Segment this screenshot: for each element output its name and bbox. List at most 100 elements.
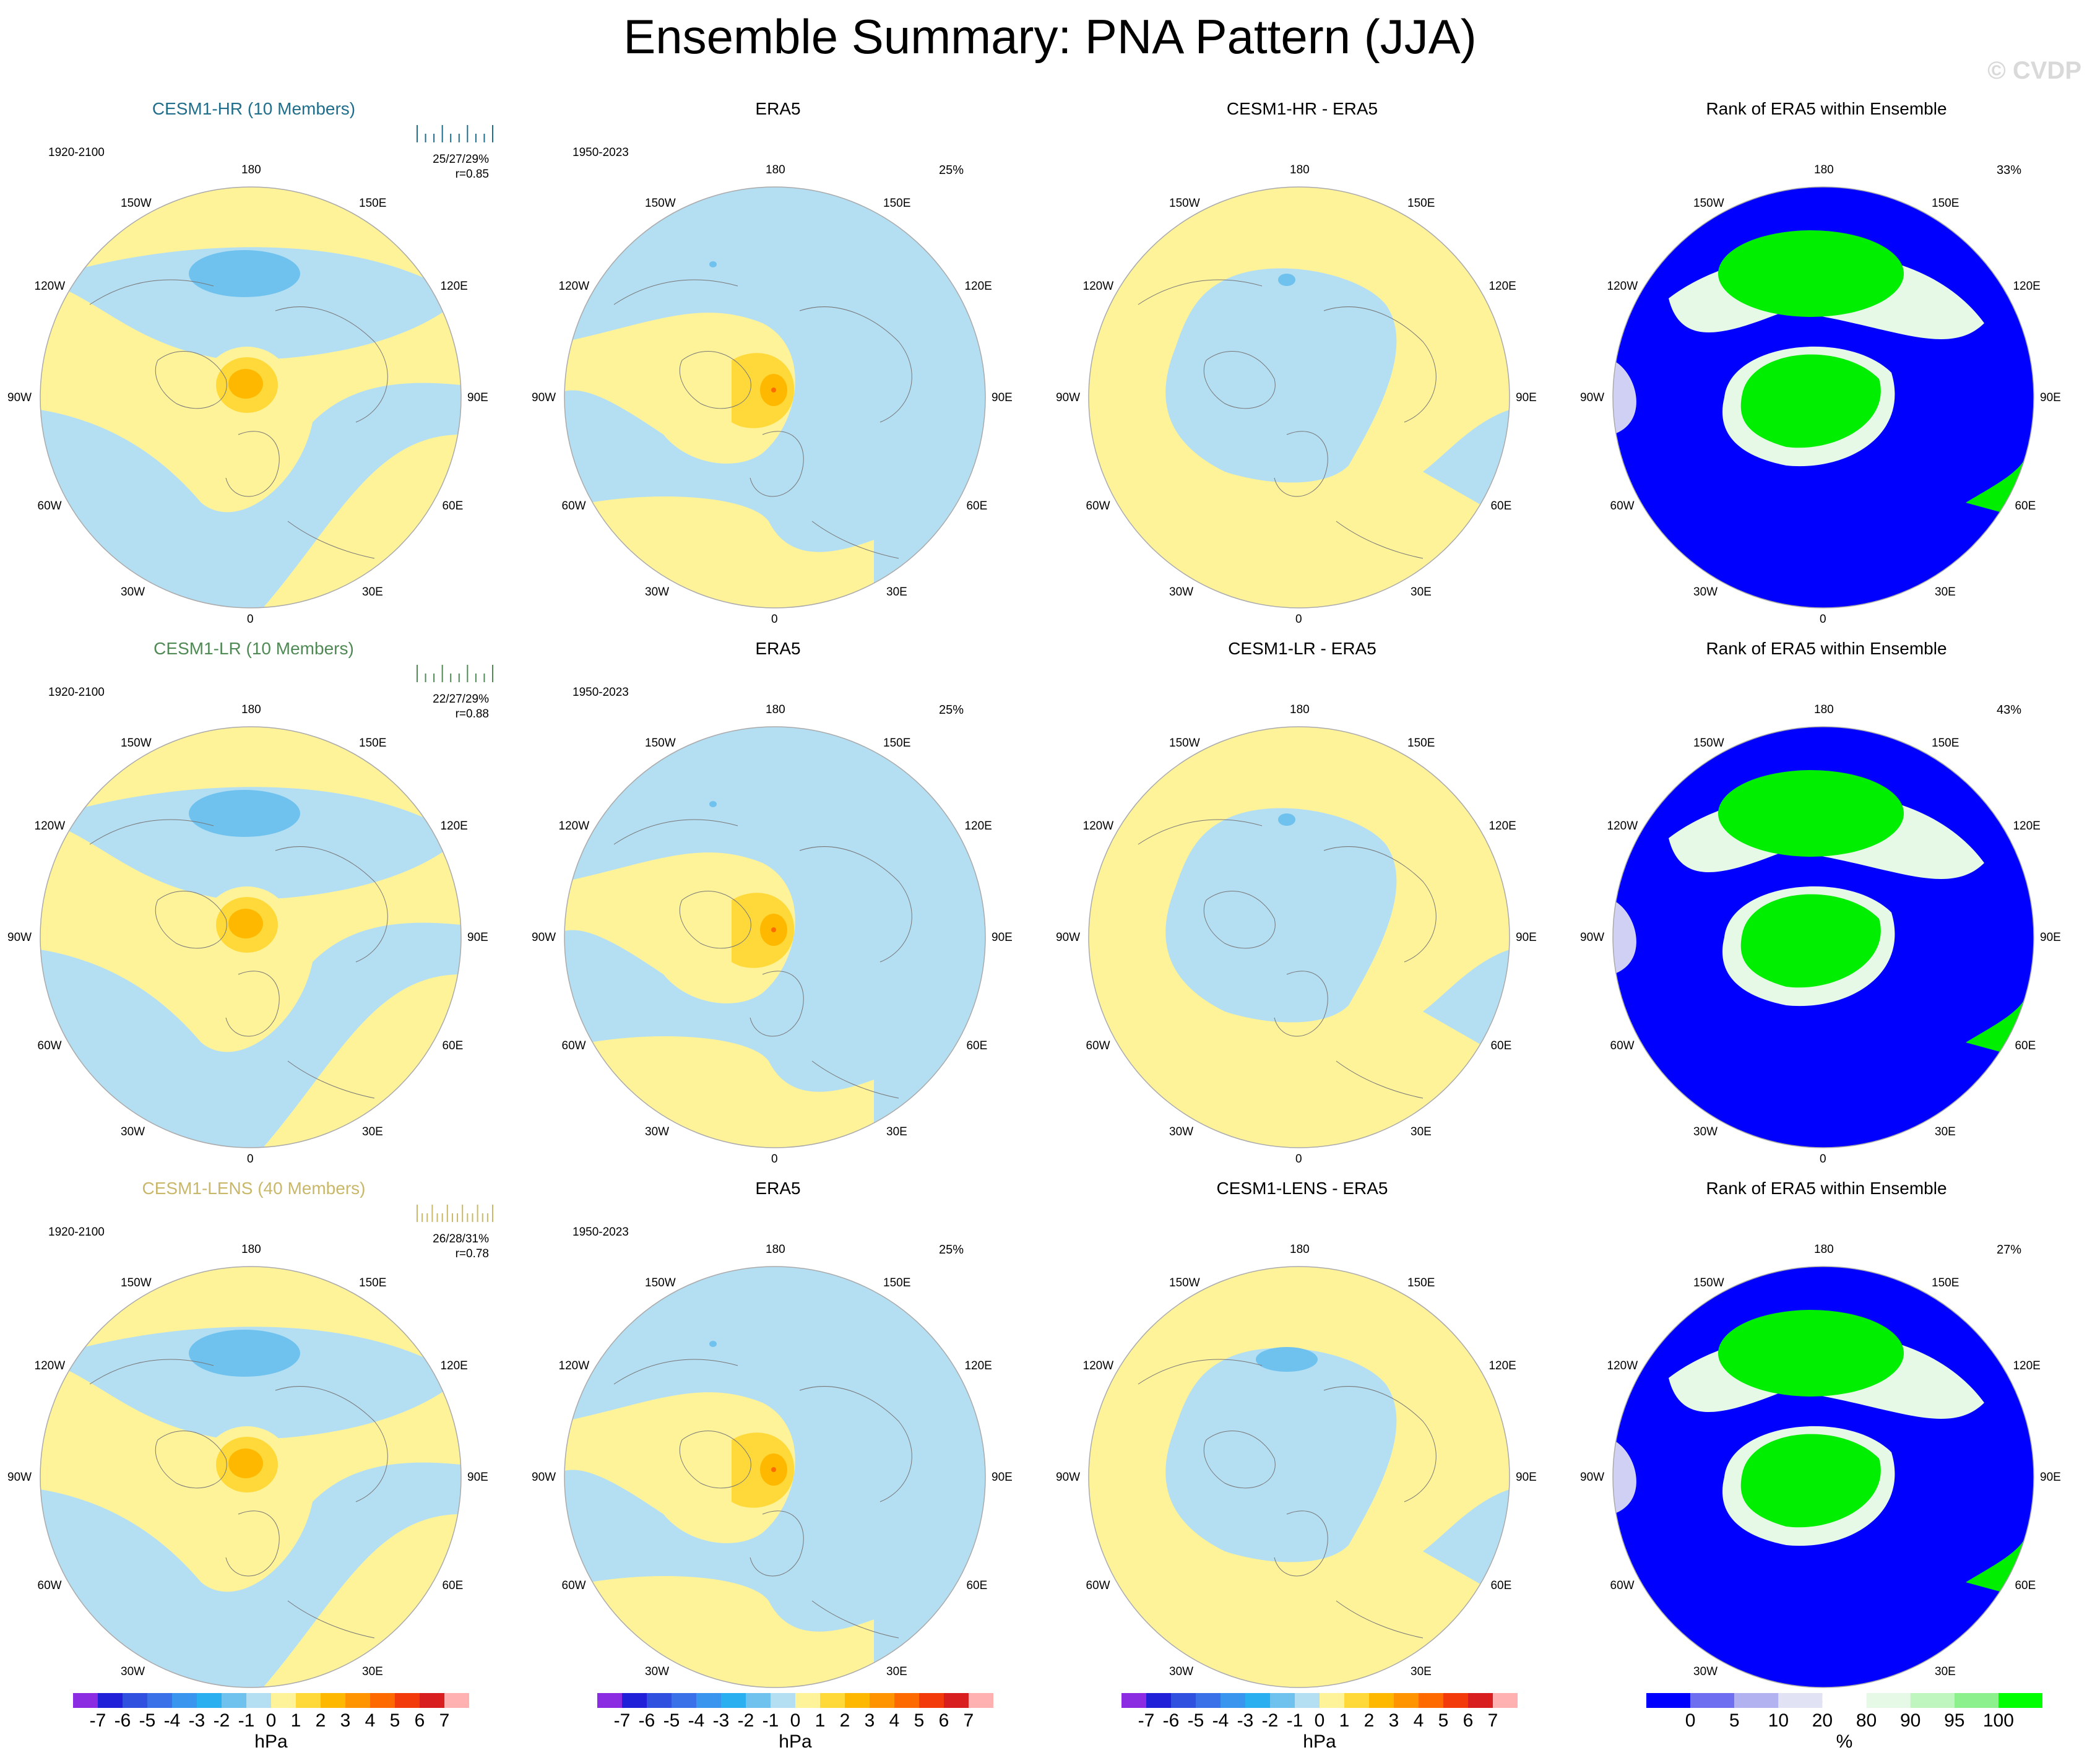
longitude-label: 30W <box>1169 1665 1194 1679</box>
colorbar-tick-label: 5 <box>1729 1710 1740 1731</box>
longitude-label: 90E <box>467 931 488 944</box>
longitude-label: 180 <box>766 163 785 176</box>
longitude-label: 90W <box>7 391 32 404</box>
pct-range: 26/28/31% <box>433 1232 489 1245</box>
longitude-label: 30W <box>1693 1665 1718 1679</box>
longitude-label: 60W <box>1086 1579 1110 1592</box>
rank-region <box>1718 1310 1904 1397</box>
longitude-label: 180 <box>1290 703 1310 716</box>
longitude-label: 120E <box>964 820 992 833</box>
longitude-label: 90W <box>532 931 556 944</box>
colorbar-tick-label: -1 <box>762 1710 779 1731</box>
longitude-label: 150E <box>1932 1276 1960 1289</box>
colorbar-tick-label: 2 <box>839 1710 850 1731</box>
anomaly-contour <box>564 1392 795 1543</box>
longitude-label: 60E <box>966 500 988 513</box>
longitude-label: 0 <box>1295 613 1302 626</box>
longitude-label: 30E <box>362 1125 383 1139</box>
colorbar-tick-label: -6 <box>114 1710 131 1731</box>
colorbar-tick-label: -7 <box>613 1710 631 1731</box>
colorbar-swatch <box>321 1693 345 1708</box>
colorbar-tick-label: 10 <box>1768 1710 1789 1731</box>
pct-range: 22/27/29% <box>433 693 489 706</box>
anomaly-contour <box>40 247 461 360</box>
colorbar-swatch <box>296 1693 321 1708</box>
rank-region <box>1718 770 1904 857</box>
rank-region <box>1718 230 1904 317</box>
colorbar-tick-label: 1 <box>815 1710 826 1731</box>
longitude-label: 60E <box>1490 1579 1512 1592</box>
colorbar-unit: hPa <box>779 1731 812 1752</box>
rank-region <box>1613 360 1636 435</box>
colorbar-swatch <box>845 1693 870 1708</box>
colorbar-tick-label: 3 <box>1388 1710 1399 1731</box>
colorbar-swatch <box>123 1693 147 1708</box>
longitude-label: 90W <box>7 1471 32 1484</box>
ensemble-stats: 26/28/31% r=0.78 <box>396 1232 489 1262</box>
colorbar-swatch <box>1998 1693 2042 1708</box>
longitude-label: 60E <box>2015 1039 2036 1052</box>
longitude-label: 90W <box>532 391 556 404</box>
colorbar-swatch <box>1468 1693 1493 1708</box>
coastlines <box>613 1359 912 1639</box>
longitude-label: 30W <box>645 1125 670 1139</box>
longitude-label: 90W <box>1056 1471 1081 1484</box>
colorbar-swatch <box>1369 1693 1394 1708</box>
longitude-label: 30E <box>886 1125 907 1139</box>
longitude-label: 120E <box>440 280 468 293</box>
longitude-label: 60W <box>561 500 586 513</box>
polar-map <box>40 186 462 609</box>
panel-title: Rank of ERA5 within Ensemble <box>1706 1179 1947 1198</box>
longitude-label: 150W <box>121 196 152 210</box>
anomaly-contour <box>228 369 263 399</box>
colorbar-swatch <box>1866 1693 1911 1708</box>
longitude-label: 120E <box>440 1359 468 1372</box>
longitude-label: 180 <box>1814 163 1834 176</box>
longitude-label: 30W <box>1693 1125 1718 1139</box>
longitude-label: 120W <box>1082 280 1114 293</box>
colorbar-tick-label: 4 <box>1413 1710 1424 1731</box>
colorbar-swatch <box>1146 1693 1171 1708</box>
colorbar-tick-label: 2 <box>315 1710 326 1731</box>
longitude-label: 150E <box>883 736 911 750</box>
anomaly-contour <box>40 383 461 608</box>
colorbar-tick-label: -5 <box>1187 1710 1204 1731</box>
coastlines <box>613 819 912 1099</box>
colorbar-swatch <box>1270 1693 1295 1708</box>
longitude-label: 180 <box>241 1243 261 1256</box>
longitude-label: 0 <box>1295 1153 1302 1166</box>
longitude-label: 150E <box>359 1276 387 1289</box>
colorbar-swatch <box>746 1693 771 1708</box>
longitude-label: 60W <box>1086 1039 1110 1052</box>
longitude-label: 120W <box>34 820 66 833</box>
colorbar-swatch <box>172 1693 197 1708</box>
longitude-label: 150W <box>1169 736 1200 750</box>
map-border <box>40 186 462 609</box>
colorbar-tick-label: -3 <box>188 1710 205 1731</box>
anomaly-contour <box>40 922 461 1148</box>
colorbar-swatch <box>73 1693 98 1708</box>
longitude-label: 30E <box>1935 586 1956 599</box>
longitude-label: 60E <box>2015 500 2036 513</box>
colorbar-tick-label: -2 <box>737 1710 754 1731</box>
longitude-label: 30E <box>886 1665 907 1679</box>
colorbar-hpa-3: -7 -6 -5 -4 -3 -2 -1 0 1 2 3 4 5 6 7 hPa <box>1121 1693 1518 1755</box>
anomaly-contour <box>40 787 461 900</box>
panel-title: Rank of ERA5 within Ensemble <box>1706 639 1947 658</box>
map-border <box>1612 1266 2034 1688</box>
polar-map <box>564 1266 986 1688</box>
polar-map <box>1088 1266 1510 1688</box>
colorbar-tick-label: 1 <box>290 1710 301 1731</box>
coastlines <box>89 819 388 1099</box>
longitude-label: 0 <box>771 613 778 626</box>
longitude-label: 120E <box>2013 1359 2041 1372</box>
anomaly-contour <box>709 801 717 807</box>
anomaly-contour <box>1256 1347 1318 1372</box>
map-panel-diff: CESM1-LENS - ERA5180090W90E150W120W30W60… <box>1056 1179 1544 1705</box>
colorbar-tick-label: 6 <box>1463 1710 1474 1731</box>
anomaly-contour <box>189 790 300 837</box>
colorbar-tick-label: -4 <box>163 1710 181 1731</box>
colorbar-tick-label: -2 <box>1261 1710 1279 1731</box>
colorbar-tick-label: 4 <box>365 1710 376 1731</box>
longitude-label: 0 <box>247 613 254 626</box>
